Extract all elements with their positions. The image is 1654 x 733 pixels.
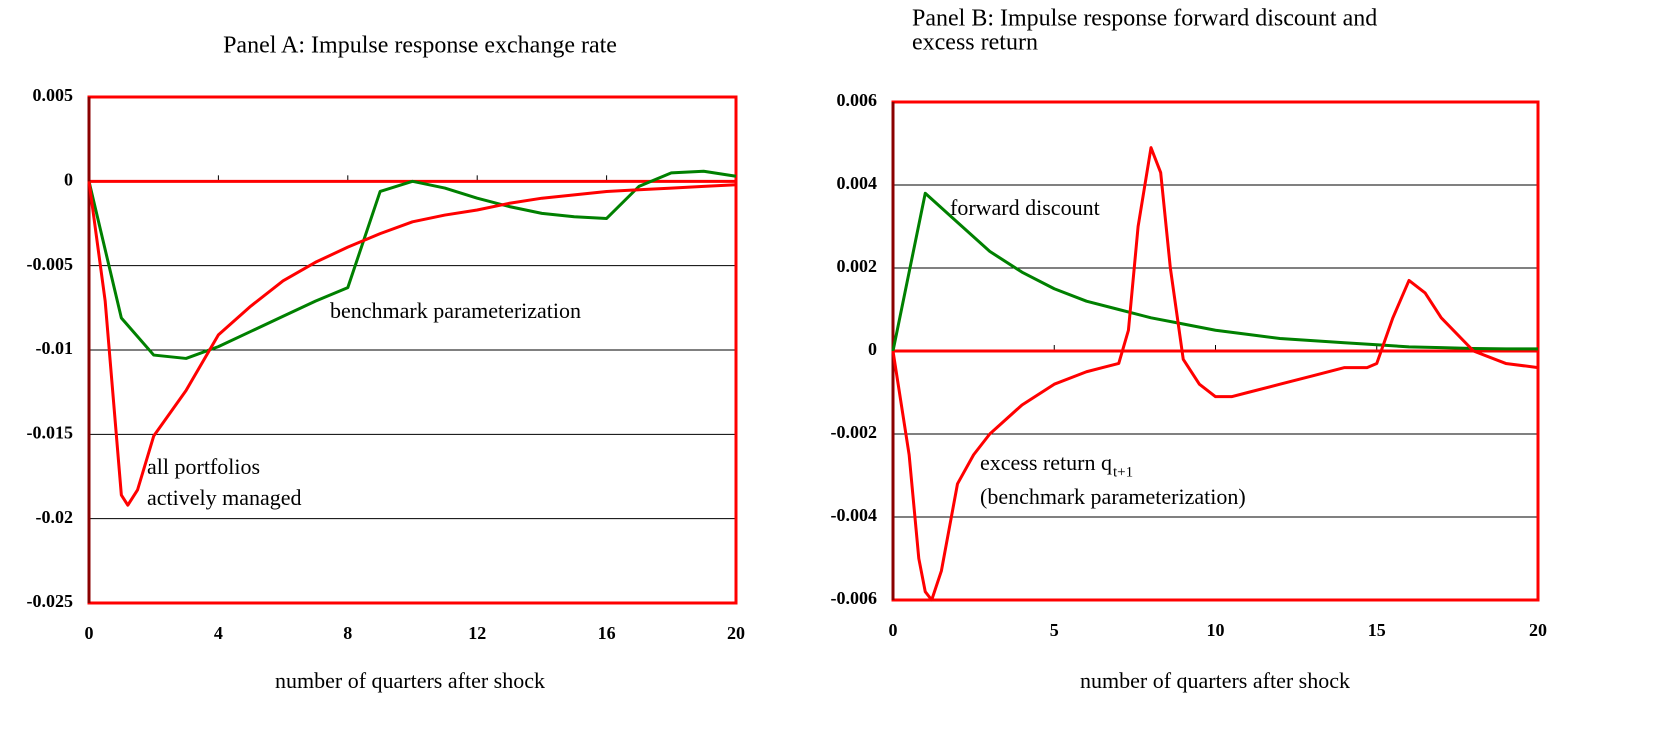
series-line (891, 191, 1538, 352)
x-tick-label: 0 (85, 623, 94, 643)
y-tick-label: 0.006 (837, 90, 878, 110)
annotation-subscript: t+1 (1113, 464, 1133, 480)
y-tick-label: 0.002 (837, 256, 878, 276)
y-tick-label: -0.015 (27, 422, 74, 442)
annotation: forward discount (950, 195, 1100, 220)
x-tick-label: 5 (1050, 620, 1059, 640)
y-tick-label: -0.025 (27, 591, 74, 611)
x-axis-label: number of quarters after shock (275, 668, 545, 693)
x-tick-label: 8 (343, 623, 352, 643)
annotation: excess return q (980, 450, 1112, 475)
y-tick-label: -0.01 (36, 338, 74, 358)
x-tick-label: 12 (468, 623, 486, 643)
x-tick-label: 10 (1207, 620, 1225, 640)
y-tick-label: 0 (64, 169, 73, 189)
series-line (891, 146, 1539, 602)
y-tick-label: 0.004 (837, 173, 878, 193)
series-line (87, 169, 737, 360)
x-tick-label: 15 (1368, 620, 1386, 640)
chart-title: Panel B: Impulse response forward discou… (912, 6, 1377, 32)
annotation: all portfolios (147, 454, 260, 479)
x-axis-label: number of quarters after shock (1080, 668, 1350, 693)
y-tick-label: 0 (868, 339, 877, 359)
chart-title: Panel A: Impulse response exchange rate (223, 33, 617, 59)
y-tick-label: -0.004 (831, 505, 878, 525)
annotation: benchmark parameterization (330, 298, 581, 323)
annotation: (benchmark parameterization) (980, 484, 1246, 509)
x-tick-label: 20 (727, 623, 745, 643)
y-tick-label: -0.02 (36, 507, 74, 527)
y-tick-label: -0.006 (831, 588, 878, 608)
x-tick-label: 4 (214, 623, 223, 643)
y-tick-label: -0.002 (831, 422, 878, 442)
chart-title: excess return (912, 30, 1038, 56)
x-tick-label: 16 (598, 623, 616, 643)
y-tick-label: -0.005 (27, 254, 74, 274)
x-tick-label: 20 (1529, 620, 1547, 640)
series-line (87, 181, 737, 507)
x-tick-label: 0 (889, 620, 898, 640)
y-tick-label: 0.005 (33, 85, 74, 105)
annotation: actively managed (147, 485, 302, 510)
